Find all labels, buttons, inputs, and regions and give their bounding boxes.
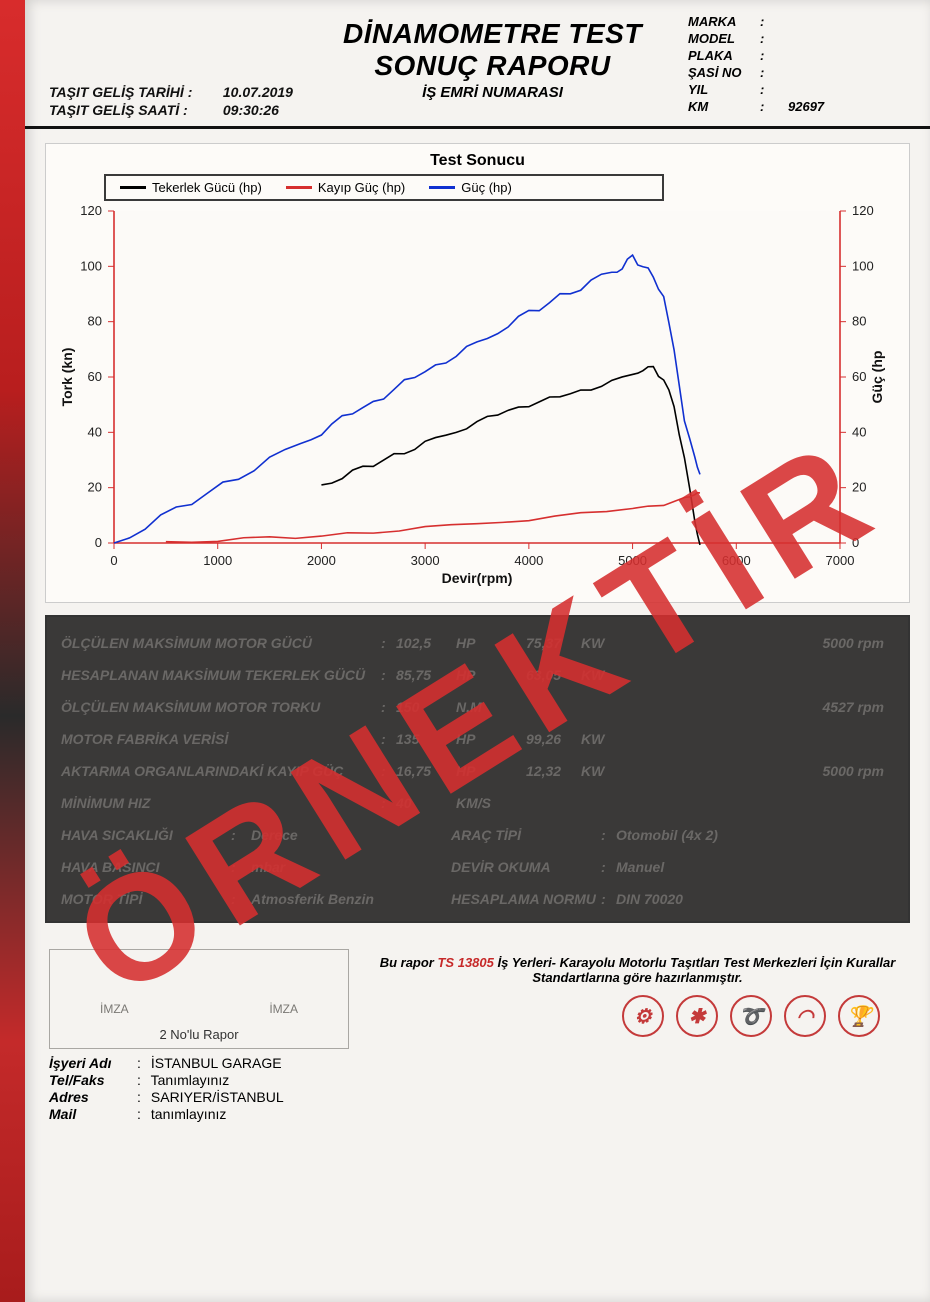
left-background-strip: [0, 0, 25, 1302]
legend-item: Kayıp Güç (hp): [286, 180, 405, 195]
signature-box: İMZA İMZA 2 No'lu Rapor: [49, 949, 349, 1049]
svg-text:40: 40: [852, 424, 866, 439]
svg-text:1000: 1000: [203, 553, 232, 568]
results-subrow: MOTOR TİPİ:Atmosferik BenzinHESAPLAMA NO…: [61, 883, 894, 915]
tel-label: Tel/Faks: [49, 1072, 137, 1088]
yil-label: YIL: [688, 82, 758, 97]
svg-text:0: 0: [852, 535, 859, 550]
mail-label: Mail: [49, 1106, 137, 1122]
legend-item: Tekerlek Gücü (hp): [120, 180, 262, 195]
km-label: KM: [688, 99, 758, 114]
adres-value: SARIYER/İSTANBUL: [151, 1089, 284, 1105]
model-label: MODEL: [688, 31, 758, 46]
signature-label-1: İMZA: [100, 1002, 129, 1016]
results-row: HESAPLANAN MAKSİMUM TEKERLEK GÜCÜ:85,75H…: [61, 659, 894, 691]
report-subtitle: İŞ EMRİ NUMARASI: [309, 84, 676, 101]
svg-text:100: 100: [852, 258, 874, 273]
marka-label: MARKA: [688, 14, 758, 29]
legend-swatch: [286, 186, 312, 189]
svg-text:80: 80: [88, 314, 102, 329]
svg-text:4000: 4000: [514, 553, 543, 568]
svg-text:60: 60: [88, 369, 102, 384]
signature-label-2: İMZA: [269, 1002, 298, 1016]
report-page: TAŞIT GELİŞ TARİHİ : 10.07.2019 TAŞIT GE…: [25, 0, 930, 1302]
signature-row: İMZA İMZA 2 No'lu Rapor Bu rapor TS 1380…: [49, 949, 906, 1049]
legend-item: Güç (hp): [429, 180, 512, 195]
isyeri-value: İSTANBUL GARAGE: [151, 1055, 282, 1071]
legend-swatch: [429, 186, 455, 189]
km-value: 92697: [772, 99, 824, 114]
svg-text:Güç (hp: Güç (hp: [869, 351, 885, 404]
report-number: 2 No'lu Rapor: [50, 1027, 348, 1042]
sasi-label: ŞASİ NO: [688, 65, 758, 80]
arrival-time-value: 09:30:26: [223, 102, 279, 118]
chart-panel: Test Sonucu Tekerlek Gücü (hp) Kayıp Güç …: [45, 143, 910, 603]
header-left: TAŞIT GELİŞ TARİHİ : 10.07.2019 TAŞIT GE…: [49, 12, 309, 120]
engine-icon: ⚙: [622, 995, 664, 1037]
chart-legend: Tekerlek Gücü (hp) Kayıp Güç (hp) Güç (hp): [104, 174, 664, 201]
svg-text:60: 60: [852, 369, 866, 384]
results-row: ÖLÇÜLEN MAKSİMUM MOTOR GÜCÜ:102,5HP75,37…: [61, 627, 894, 659]
standards-note: Bu rapor TS 13805 İş Yerleri- Karayolu M…: [369, 949, 906, 1037]
results-subrow: HAVA BASINCI:mbarDEVİR OKUMA:Manuel: [61, 851, 894, 883]
svg-text:20: 20: [88, 480, 102, 495]
plaka-label: PLAKA: [688, 48, 758, 63]
address-block: İşyeri Adı: İSTANBUL GARAGE Tel/Faks: Ta…: [49, 1055, 930, 1122]
report-title-line1: DİNAMOMETRE TEST: [309, 18, 676, 50]
tel-value: Tanımlayınız: [151, 1072, 230, 1088]
legend-swatch: [120, 186, 146, 189]
trophy-icon: 🏆: [838, 995, 880, 1037]
svg-text:120: 120: [80, 203, 102, 218]
svg-text:6000: 6000: [722, 553, 751, 568]
svg-text:40: 40: [88, 424, 102, 439]
note-pre: Bu rapor: [380, 955, 438, 970]
svg-text:7000: 7000: [826, 553, 855, 568]
report-title-line2: SONUÇ RAPORU: [309, 50, 676, 82]
legend-label: Tekerlek Gücü (hp): [152, 180, 262, 195]
turbo-icon: ➰: [730, 995, 772, 1037]
svg-text:5000: 5000: [618, 553, 647, 568]
adres-label: Adres: [49, 1089, 137, 1105]
svg-text:80: 80: [852, 314, 866, 329]
results-row: AKTARMA ORGANLARINDAKİ KAYIP GÜÇ:16,75HP…: [61, 755, 894, 787]
note-ts: TS 13805: [437, 955, 493, 970]
svg-text:0: 0: [110, 553, 117, 568]
chart-title: Test Sonucu: [56, 152, 899, 170]
isyeri-label: İşyeri Adı: [49, 1055, 137, 1071]
svg-text:Tork (kn): Tork (kn): [59, 348, 75, 407]
svg-text:3000: 3000: [411, 553, 440, 568]
legend-label: Güç (hp): [461, 180, 512, 195]
svg-text:20: 20: [852, 480, 866, 495]
results-subrow: HAVA SICAKLIĞI:DereceARAÇ TİPİ:Otomobil …: [61, 819, 894, 851]
svg-text:Devir(rpm): Devir(rpm): [442, 570, 513, 586]
arrival-date-value: 10.07.2019: [223, 84, 293, 100]
header-center: DİNAMOMETRE TEST SONUÇ RAPORU İŞ EMRİ NU…: [309, 12, 676, 120]
svg-text:120: 120: [852, 203, 874, 218]
arrival-date-label: TAŞIT GELİŞ TARİHİ :: [49, 84, 219, 100]
wheel-icon: ✱: [676, 995, 718, 1037]
results-row: MOTOR FABRİKA VERİSİ:135HP99,26KW: [61, 723, 894, 755]
note-post: İş Yerleri- Karayolu Motorlu Taşıtları T…: [494, 955, 895, 985]
footer-icon-row: ⚙ ✱ ➰ ◠ 🏆: [369, 995, 880, 1037]
results-row: MİNİMUM HIZ:40KM/S: [61, 787, 894, 819]
dash-icon: ◠: [784, 995, 826, 1037]
chart-plot: 0100020003000400050006000700000202040406…: [56, 203, 899, 598]
svg-text:100: 100: [80, 258, 102, 273]
header-right: MARKA: MODEL: PLAKA: ŞASİ NO: YIL: KM: 9…: [676, 12, 906, 120]
results-row: ÖLÇÜLEN MAKSİMUM MOTOR TORKU:150N.M4527 …: [61, 691, 894, 723]
legend-label: Kayıp Güç (hp): [318, 180, 405, 195]
results-table: ÖLÇÜLEN MAKSİMUM MOTOR GÜCÜ:102,5HP75,37…: [45, 615, 910, 923]
mail-value: tanımlayınız: [151, 1106, 226, 1122]
svg-text:0: 0: [95, 535, 102, 550]
arrival-time-label: TAŞIT GELİŞ SAATİ :: [49, 102, 219, 118]
svg-text:2000: 2000: [307, 553, 336, 568]
header-bar: TAŞIT GELİŞ TARİHİ : 10.07.2019 TAŞIT GE…: [25, 0, 930, 129]
